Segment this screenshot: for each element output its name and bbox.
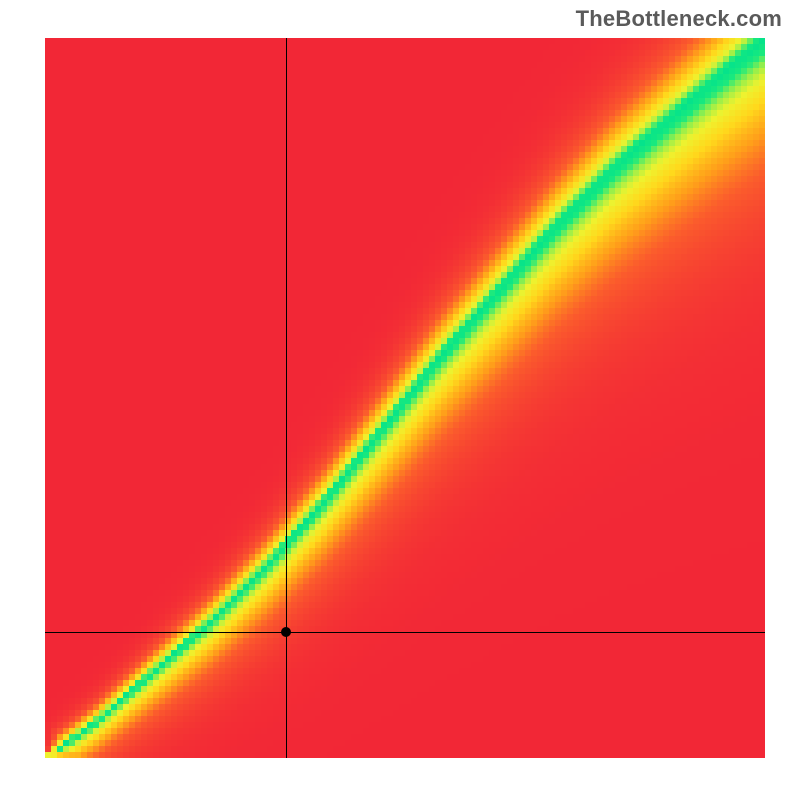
heatmap-plot (45, 38, 765, 758)
watermark-text: TheBottleneck.com (576, 6, 782, 32)
marker-dot (281, 627, 291, 637)
crosshair-horizontal (45, 632, 765, 633)
crosshair-vertical (286, 38, 287, 758)
